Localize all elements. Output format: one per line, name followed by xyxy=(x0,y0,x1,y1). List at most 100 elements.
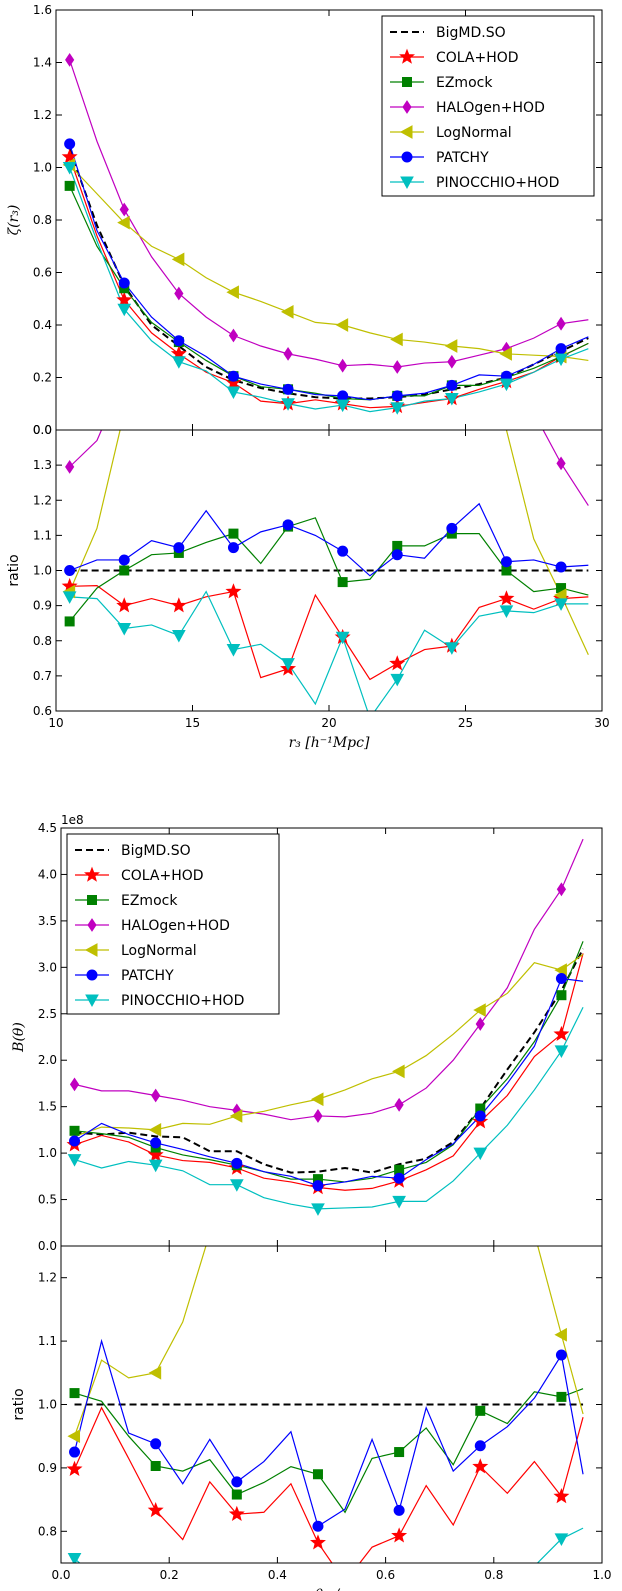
y-tick-label: 0.0 xyxy=(33,423,52,437)
data-point-halogen-hod xyxy=(447,354,457,369)
data-point-ezmock xyxy=(337,577,348,588)
data-point-halogen-hod xyxy=(475,1017,485,1031)
data-point-patchy xyxy=(337,545,349,557)
x-tick-label: 25 xyxy=(458,716,473,730)
data-point-pinocchio-hod xyxy=(554,598,568,611)
data-point-ezmock xyxy=(64,180,75,191)
data-point-lognormal xyxy=(117,215,130,230)
data-point-patchy xyxy=(118,277,130,289)
y-tick-label: 1.1 xyxy=(38,1334,57,1348)
legend-marker-ezmock xyxy=(402,77,412,87)
data-point-lognormal xyxy=(310,1092,324,1107)
data-point-pinocchio-hod xyxy=(554,1045,569,1058)
data-point-patchy xyxy=(555,561,567,573)
data-point-ezmock xyxy=(312,1469,323,1480)
data-point-halogen-hod xyxy=(65,459,75,474)
legend-marker-patchy xyxy=(401,151,413,163)
data-point-patchy xyxy=(474,1440,486,1452)
y-tick-label: 0.6 xyxy=(33,704,52,718)
data-point-pinocchio-hod xyxy=(172,356,186,369)
data-point-halogen-hod xyxy=(228,328,239,343)
data-point-patchy xyxy=(555,1349,567,1361)
data-point-patchy xyxy=(231,1157,243,1169)
data-point-ezmock xyxy=(69,1388,80,1399)
data-point-cola-hod xyxy=(147,1501,164,1518)
data-point-lognormal xyxy=(67,1429,81,1444)
data-point-cola-hod xyxy=(66,1460,83,1476)
data-point-patchy xyxy=(64,138,76,150)
y-tick-label: 0.8 xyxy=(33,213,52,227)
data-point-patchy xyxy=(231,1476,243,1488)
series-line-cola-hod xyxy=(74,953,584,1191)
data-point-cola-hod xyxy=(553,1488,570,1504)
data-point-pinocchio-hod xyxy=(117,622,132,636)
legend-marker-pinocchio-hod xyxy=(85,994,99,1008)
y-tick-label: 2.5 xyxy=(38,1007,57,1021)
data-point-ezmock xyxy=(69,1125,80,1136)
x-tick-label: 1.0 xyxy=(592,1568,611,1582)
y-axis-label: ratio xyxy=(6,554,22,586)
data-point-pinocchio-hod xyxy=(554,1533,569,1546)
data-point-halogen-hod xyxy=(119,202,129,217)
data-point-cola-hod xyxy=(225,374,242,390)
data-point-ezmock xyxy=(394,1447,405,1458)
series-line-ezmock xyxy=(69,185,589,401)
data-point-patchy xyxy=(282,383,294,395)
bispectrum-upper-panel: 0.0 0.5 1.0 1.5 2.0 2.5 3.0 3.5 4.0 4.5 B(θ) 1e8 Big… xyxy=(11,813,603,1253)
legend-marker-cola-hod xyxy=(399,48,415,64)
y-tick-label: 0.5 xyxy=(38,1193,57,1207)
data-point-patchy xyxy=(150,1438,162,1450)
data-point-patchy xyxy=(173,542,185,554)
data-point-lognormal xyxy=(281,305,294,319)
y-tick-label: 0.2 xyxy=(33,371,52,385)
data-point-patchy xyxy=(173,335,185,347)
legend-marker-lognormal xyxy=(399,125,413,139)
data-point-ezmock xyxy=(556,1391,567,1402)
data-point-halogen-hod xyxy=(556,882,567,897)
data-point-lognormal xyxy=(444,339,458,353)
legend-label-halogen-hod: HALOgen+HOD xyxy=(436,100,545,116)
zeta-ratio-panel: 10 15 20 25 30 0.6 0.7 0.8 0.9 1.0 1.1 1.2 1.3 0.0 rat… xyxy=(6,423,610,751)
legend-marker-lognormal xyxy=(84,943,98,957)
series-line-pinocchio-hod xyxy=(69,590,589,711)
data-point-lognormal xyxy=(473,1003,486,1017)
data-point-ezmock xyxy=(150,1460,161,1471)
legend: BigMD.SO COLA+HOD EZmock HALOgen+HOD LogNorm… xyxy=(66,833,280,1015)
x-axis-label: θ₁₂/π xyxy=(315,1587,349,1591)
x-tick-label: 0.4 xyxy=(268,1568,287,1582)
data-point-ezmock xyxy=(392,540,403,551)
x-tick-label: 30 xyxy=(594,716,609,730)
data-point-ezmock xyxy=(556,990,567,1001)
y-tick-label: 4.0 xyxy=(38,867,57,881)
legend-label-halogen-hod: HALOgen+HOD xyxy=(121,918,230,934)
data-point-ezmock xyxy=(231,1489,242,1500)
data-point-cola-hod xyxy=(116,597,133,613)
x-tick-label: 15 xyxy=(185,716,200,730)
legend-marker-cola-hod xyxy=(84,866,100,882)
data-point-lognormal xyxy=(390,332,403,347)
y-tick-label: 0.7 xyxy=(33,669,52,683)
legend-label-ezmock: EZmock xyxy=(121,893,178,909)
data-point-patchy xyxy=(474,1110,486,1122)
x-tick-label: 0.6 xyxy=(376,1568,395,1582)
zeta-upper-panel: 0.0 0.2 0.4 0.6 0.8 1.0 1.2 1.4 1.6 ζ(r₃) BigMD.SO… xyxy=(6,3,603,437)
data-point-pinocchio-hod xyxy=(473,1147,488,1161)
data-point-lognormal xyxy=(148,1365,162,1380)
data-point-ezmock xyxy=(501,565,512,576)
y-tick-label: 1.3 xyxy=(33,458,52,472)
y-tick-label: 0.8 xyxy=(33,634,52,648)
data-point-lognormal xyxy=(554,588,567,602)
data-point-pinocchio-hod xyxy=(335,399,350,413)
series-line-cola-hod xyxy=(69,584,589,681)
y-tick-label: 1.2 xyxy=(33,493,52,507)
y-tick-label: 1.0 xyxy=(33,161,52,175)
legend-label-ezmock: EZmock xyxy=(436,75,493,91)
series-line-halogen-hod xyxy=(74,838,584,1121)
legend-label-patchy: PATCHY xyxy=(121,968,174,984)
data-point-ezmock xyxy=(64,616,75,627)
legend-label-pinocchio-hod: PINOCCHIO+HOD xyxy=(436,175,559,191)
data-point-patchy xyxy=(446,522,458,534)
data-point-pinocchio-hod xyxy=(499,605,514,618)
data-point-pinocchio-hod xyxy=(281,658,295,671)
y-tick-label: 0.8 xyxy=(38,1524,57,1538)
